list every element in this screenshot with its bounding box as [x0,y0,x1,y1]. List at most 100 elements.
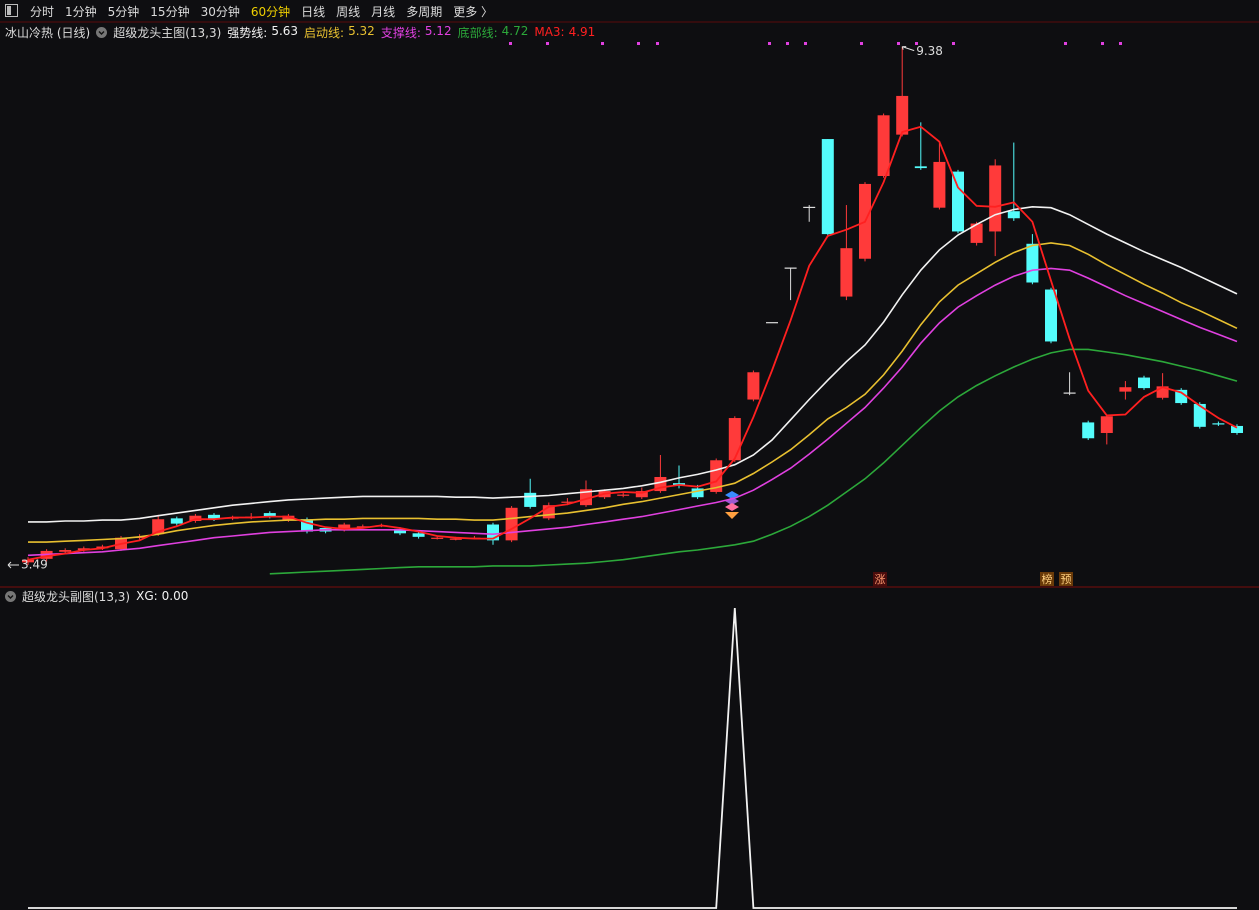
signal-label: 榜 [1042,572,1053,586]
candle-body [1026,243,1039,283]
candle-body [1082,422,1095,439]
candle-body [282,515,295,521]
signal-dots [509,42,1122,45]
candle-body [933,161,946,208]
signal-badge: 涨 [873,572,887,586]
legend-value: 5.63 [271,23,299,38]
period-tab[interactable]: 60分钟 [250,4,291,19]
candle-body [1175,389,1188,404]
candle-body [784,267,797,269]
series-line [28,242,1238,543]
candle-body [766,322,778,324]
candle-body [431,537,444,539]
legend-item: 底部线: 4.72 [458,24,529,41]
candle-body [449,538,462,540]
candle-body [1138,377,1150,389]
candle-body [803,206,816,209]
candle-body [914,166,927,169]
candle-body [617,494,630,496]
candle-body [691,488,704,498]
signal-label: 涨 [875,573,886,586]
period-tab[interactable]: 多周期 [406,4,443,19]
candle-body [524,492,537,507]
candle-body [1231,425,1243,433]
legend-value: 0.00 [161,589,189,603]
dropdown-icon[interactable] [96,26,108,38]
candle-body [970,223,983,243]
sub-header: 超级龙头副图(13,3) XG: 0.00 [0,585,188,607]
toolbar: 分时 1分钟 5分钟 15分钟 30分钟 60分钟 日线 周线 月线 多周期 更多 〉 [0,0,1259,22]
legend-item: MA3: 4.91 [534,25,595,39]
signal-badge: 榜 [1040,572,1054,586]
main-title[interactable]: 超级龙头主图(13,3) [113,25,222,40]
candle-body [59,550,72,552]
candle-body [635,491,648,498]
legend-item: 启动线: 5.32 [304,24,375,41]
period-tab[interactable]: 日线 [301,4,326,19]
legend-item: 强势线: 5.63 [227,24,298,41]
candle-body [170,518,183,524]
candle-body [1156,386,1169,398]
legend-name: 强势线: [227,25,268,40]
period-tab[interactable]: 月线 [371,4,396,19]
candle-body [580,489,592,506]
candle-body [412,533,425,537]
series-line [28,607,1237,909]
candle-body [505,507,518,541]
period-tab[interactable]: 分时 [30,4,55,19]
candle-body [561,501,574,503]
candle-body [821,139,834,235]
indicator-name[interactable]: 冰山冷热 (日线) [5,25,91,40]
candle-body [952,171,964,232]
legend-name: XG: [136,589,158,603]
candle-body [747,372,760,400]
candle-body [1045,289,1057,342]
candle-body [338,524,351,530]
extreme-label: 3.49 [21,557,48,571]
signal-label: 预 [1061,573,1072,586]
legend-value: 4.72 [501,23,529,38]
candle-body [1119,387,1132,392]
period-tab[interactable]: 15分钟 [150,4,190,19]
main-header: 冰山冷热 (日线) 超级龙头主图(13,3) 强势线: 5.63 启动线: 5.32 支… [0,21,595,43]
legend-item: XG: 0.00 [136,589,188,603]
signal-icon [725,491,739,519]
series-line [269,348,1238,575]
candle-body [263,513,276,517]
legend-name: 底部线: [457,25,498,40]
panel-toggle[interactable] [5,4,18,17]
dropdown-icon[interactable] [5,590,16,602]
period-tab[interactable]: 更多 〉 [453,4,494,19]
legend-name: 启动线: [304,25,345,40]
candle-body [1100,416,1113,433]
extreme-label: 9.38 [916,44,943,58]
candle-body [22,559,34,563]
legend-name: MA3: [534,25,565,39]
period-tab[interactable]: 5分钟 [107,4,140,19]
signal-badge: 预 [1059,572,1073,586]
period-tab[interactable]: 30分钟 [200,4,240,19]
candle-body [840,248,853,297]
candle-body [356,526,369,528]
legend-item: 支撑线: 5.12 [381,24,452,41]
period-tab[interactable]: 周线 [336,4,361,19]
legend-value: 5.32 [348,23,375,38]
candle-body [896,95,909,135]
legend-name: 支撑线: [380,25,421,40]
series-line [27,125,1238,561]
extreme-arrow [901,46,915,52]
candle-body [208,514,220,520]
candle-body [1007,211,1020,219]
legend-value: 4.91 [568,25,596,39]
sub-title[interactable]: 超级龙头副图(13,3) [22,589,131,604]
candle-body [877,115,890,177]
candle-body [728,418,741,461]
candle-body [1212,423,1225,425]
period-tab[interactable]: 1分钟 [65,4,97,19]
candle-body [1193,403,1206,427]
series-line [28,205,1238,523]
legend-value: 5.12 [424,23,452,38]
candle-body [989,165,1002,232]
